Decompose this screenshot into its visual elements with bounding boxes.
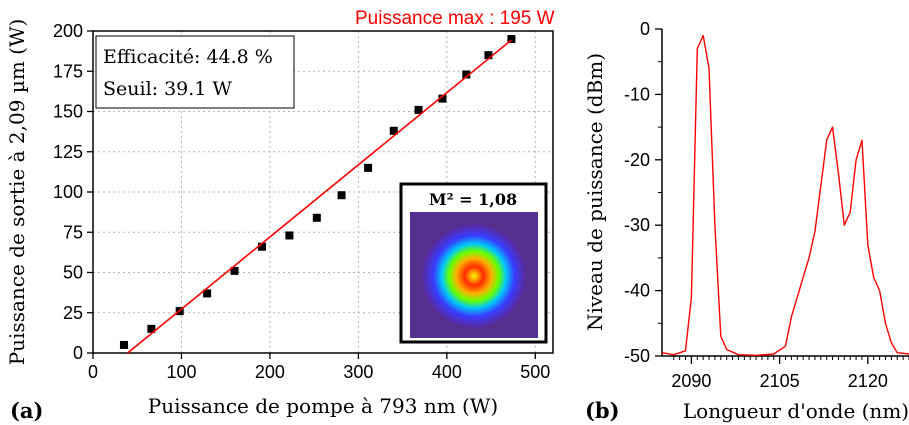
panel-a-x-tick-label: 0 [88,362,98,382]
efficiency-label: Efficacité: 44.8 % [103,46,273,68]
panel-a-data-point [257,242,266,251]
panel-a-x-tick-label: 300 [343,362,373,382]
panel-a-data-point [285,231,294,240]
panel-a-data-point [507,35,516,44]
panel-a-x-tick-label: 200 [255,362,285,382]
panel-a-data-point [230,266,239,275]
efficiency-threshold-box [95,35,295,109]
panel-a-y-tick-label: 175 [53,61,83,81]
panel-a-data-point [462,70,471,79]
panel-b-x-axis-label: Longueur d'onde (nm) [683,399,909,423]
max-power-label: Puissance max : 195 W [355,8,555,29]
panel-a-data-point [312,213,321,222]
panel-a-data-point [337,191,346,200]
panel-a-y-tick-label: 125 [53,142,83,162]
panel-b-spectrum-chart: 2090 2105 2120 0 -10 -20 -30 -40 -50 Longueur d'… [583,19,909,423]
panel-a-series [119,35,516,354]
panel-a-x-tick-label: 500 [520,362,550,382]
panel-a-y-tick-label: 100 [53,182,83,202]
panel-a-x-tick-label: 400 [432,362,462,382]
panel-a-data-point [119,340,128,349]
panel-a-data-point [364,163,373,172]
panel-a-y-tick-label: 75 [63,222,83,242]
panel-a-data-point [484,51,493,60]
m2-label: M² = 1,08 [429,190,517,209]
panel-b-label: (b) [585,398,620,423]
panel-b-x-tick-label: 2105 [760,371,800,391]
panel-a-label: (a) [10,398,43,423]
panel-a-data-point [438,94,447,103]
panel-b-y-tick-label: -30 [624,215,650,235]
threshold-label: Seuil: 39.1 W [103,78,232,100]
panel-b-y-tick-label: 0 [640,19,650,39]
panel-a-data-point [203,289,212,298]
panel-b-y-axis-label: Niveau de puissance (dBm) [583,53,607,331]
panel-a-data-point [414,105,423,114]
panel-b-y-tick-label: -20 [624,150,650,170]
panel-a-y-tick-label: 25 [63,303,83,323]
panel-a-y-tick-label: 150 [53,102,83,122]
panel-a-data-point [147,324,156,333]
panel-a-output-power-chart: 0 100 200 300 400 500 0 25 50 75 100 125 150 175 200 E… [5,8,555,423]
panel-b-series [661,34,909,356]
panel-a-y-tick-label: 0 [73,343,83,363]
panel-a-y-tick-label: 50 [63,263,83,283]
panel-a-ticks: 0 100 200 300 400 500 0 25 50 75 100 125 150 175 200 [53,21,550,382]
panel-a-linear-fit-line [127,39,512,354]
beam-profile-image [422,224,526,328]
panel-b-y-tick-label: -50 [624,346,650,366]
panel-a-y-axis-label: Puissance de sortie à 2,09 µm (W) [5,19,29,366]
panel-a-y-tick-label: 200 [53,21,83,41]
panel-b-ticks: 2090 2105 2120 0 -10 -20 -30 -40 -50 [624,19,909,391]
panel-b-x-tick-label: 2090 [671,371,711,391]
panel-b-y-tick-label: -10 [624,84,650,104]
panel-a-data-point [389,126,398,135]
panel-a-x-tick-label: 100 [166,362,196,382]
panel-a-x-axis-label: Puissance de pompe à 793 nm (W) [148,394,498,418]
panel-b-y-tick-label: -40 [624,281,650,301]
panel-b-spectrum-line [661,34,909,356]
panel-b-x-tick-label: 2120 [848,371,888,391]
